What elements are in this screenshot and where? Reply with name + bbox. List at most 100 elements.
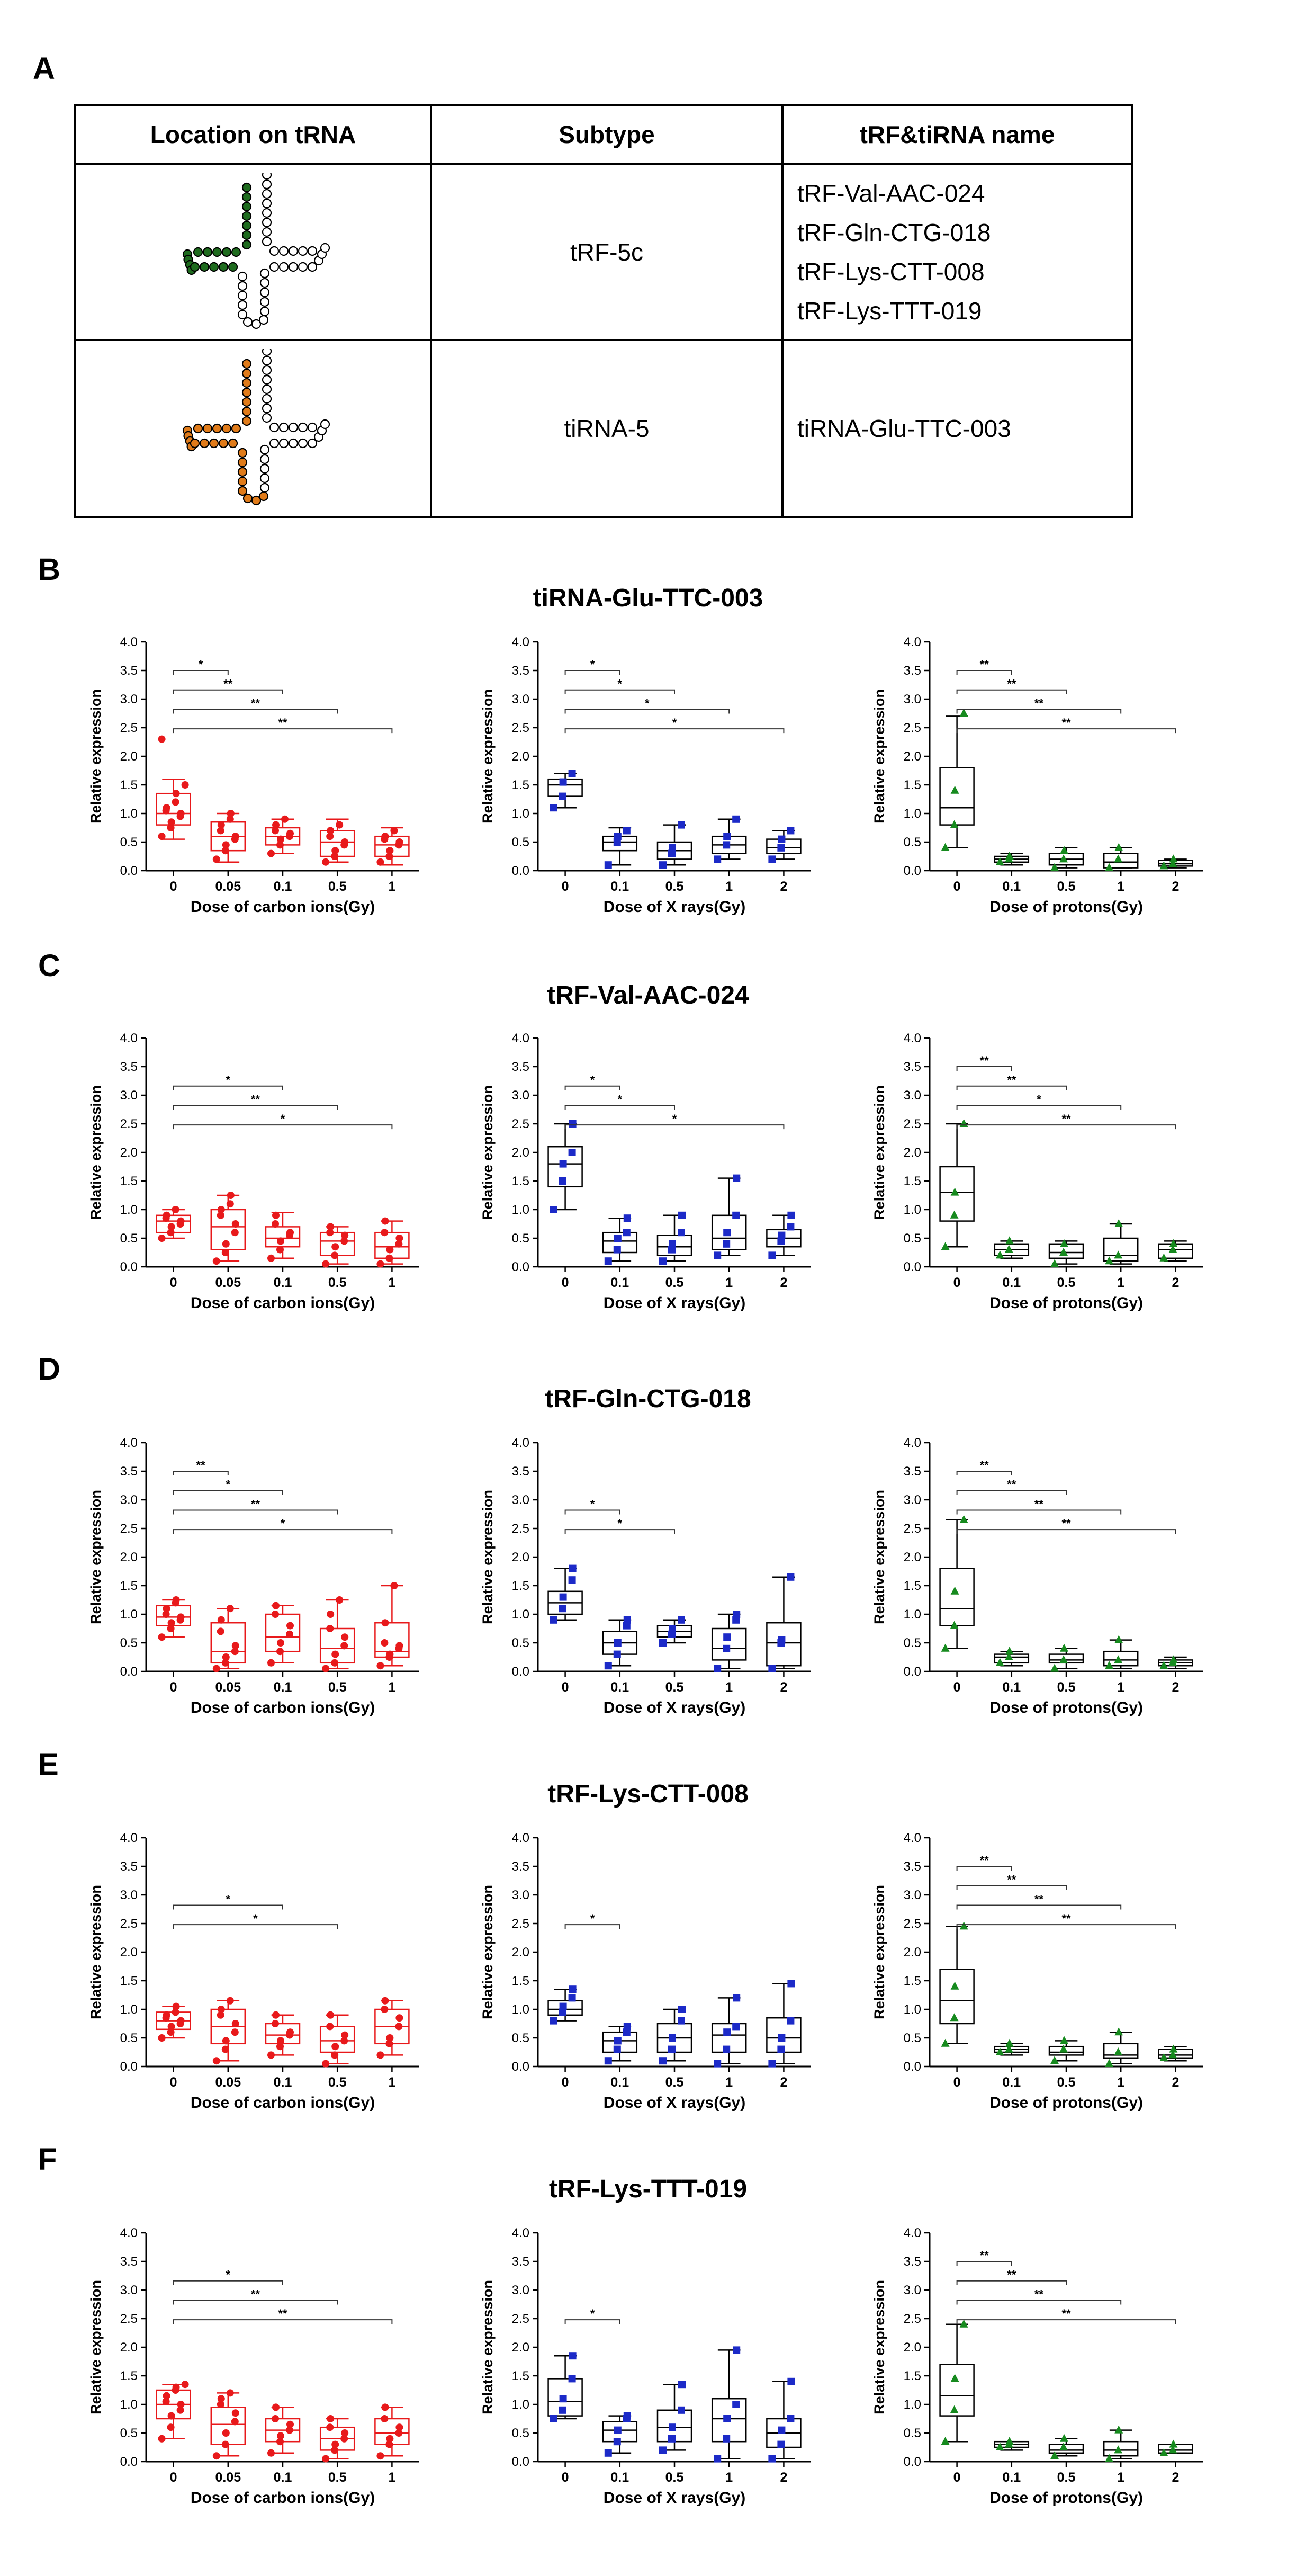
nucleotide-dot [218, 262, 229, 272]
data-point [322, 2455, 330, 2463]
significance-label: ** [1034, 2287, 1044, 2301]
data-point [623, 2028, 631, 2036]
significance-label: * [618, 1517, 623, 1530]
x-axis-label: Dose of X rays(Gy) [604, 1294, 745, 1312]
significance-bracket [956, 2261, 1012, 2266]
significance-bracket [564, 1124, 785, 1130]
data-point [267, 849, 275, 857]
x-tick-label: 0 [953, 1275, 961, 1290]
iqr-box [210, 1209, 246, 1250]
y-tick-label: 1.0 [904, 1607, 921, 1622]
significance-label: ** [1007, 677, 1016, 691]
significance-label: ** [1034, 1892, 1044, 1906]
data-point [959, 2319, 968, 2328]
data-point [381, 833, 389, 840]
y-tick-label: 1.5 [904, 2369, 921, 2383]
y-tick-label: 3.0 [512, 1088, 529, 1103]
data-point [1105, 2454, 1114, 2462]
data-point [787, 1211, 795, 1219]
data-point [995, 857, 1004, 865]
nucleotide-dot [199, 262, 210, 272]
subtype-table: Location on tRNA Subtype tRF&tiRNA name … [74, 104, 1133, 518]
data-point [326, 833, 334, 840]
data-point [950, 1210, 959, 1219]
data-point [217, 827, 224, 835]
y-tick-label: 4.0 [120, 1436, 138, 1450]
significance-bracket [564, 1105, 675, 1110]
y-tick-label: 4.0 [120, 635, 138, 649]
significance-bracket [173, 728, 393, 734]
x-tick-label: 0 [953, 2075, 961, 2090]
y-tick-label: 3.0 [512, 692, 529, 706]
data-point [668, 2045, 676, 2053]
data-point [381, 1229, 389, 1237]
data-point [322, 858, 330, 866]
y-tick-label: 3.5 [512, 1464, 529, 1479]
data-point [623, 1214, 631, 1222]
y-tick-label: 2.0 [904, 1146, 921, 1160]
y-tick-label: 0.5 [512, 2426, 529, 2440]
data-point [217, 2006, 225, 2013]
data-point [162, 1611, 170, 1618]
data-point [613, 1650, 621, 1658]
data-point [1059, 854, 1068, 863]
y-tick-label: 3.0 [120, 2283, 138, 2297]
data-point [267, 2051, 275, 2059]
significance-bracket [956, 1885, 1067, 1890]
x-axis-label: Dose of protons(Gy) [989, 2094, 1143, 2112]
data-point [221, 2440, 229, 2448]
x-axis-label: Dose of carbon ions(Gy) [191, 1294, 375, 1312]
significance-label: ** [1034, 696, 1044, 710]
y-tick-label: 3.0 [120, 1493, 138, 1507]
x-tick-label: 0.1 [1002, 2470, 1021, 2485]
x-axis-label: Dose of X rays(Gy) [604, 2094, 745, 2112]
data-point [227, 810, 235, 817]
nucleotide-dot [262, 393, 272, 404]
data-point [569, 1120, 577, 1128]
y-axis-label: Relative expression [480, 2280, 496, 2414]
nucleotide-dot [262, 198, 272, 209]
y-tick-label: 2.0 [512, 749, 529, 764]
data-point [331, 1650, 339, 1658]
header-location: Location on tRNA [74, 104, 432, 165]
significance-bracket [956, 1509, 1122, 1515]
significance-bracket [956, 2319, 1176, 2324]
data-point [231, 2020, 239, 2027]
data-point [614, 2037, 622, 2045]
significance-bracket [956, 1085, 1067, 1090]
y-tick-label: 3.5 [120, 1060, 138, 1074]
x-tick-label: 1 [725, 2470, 733, 2485]
chart-title-f: tRF-Lys-TTT-019 [548, 2175, 748, 2203]
trf-name: tRF-Val-AAC-024 [797, 180, 985, 207]
data-point [212, 1257, 220, 1265]
nucleotide-dot [242, 493, 253, 504]
y-tick-label: 2.0 [512, 1146, 529, 1160]
data-point [714, 1251, 722, 1259]
y-tick-label: 3.5 [904, 664, 921, 678]
boxplot-proton-c: 0.0 0.5 1.0 1.5 2.0 2.5 3.0 3.5 4.0 Relative expr… [871, 1031, 1203, 1312]
data-point [941, 1643, 950, 1652]
nucleotide-dot [298, 438, 308, 449]
data-point [1159, 1661, 1168, 1669]
x-tick-label: 0 [170, 2470, 177, 2485]
data-point [1059, 1248, 1068, 1256]
significance-bracket [956, 728, 1176, 734]
data-point [221, 1249, 229, 1256]
data-point [777, 2440, 785, 2448]
significance-bracket [564, 1924, 620, 1929]
data-point [281, 815, 289, 823]
nucleotide-dot [298, 422, 308, 433]
y-tick-label: 1.0 [904, 1203, 921, 1217]
data-point [385, 2440, 393, 2448]
nucleotide-dot [262, 413, 272, 423]
data-point [267, 2449, 275, 2457]
box-element [766, 1576, 802, 1669]
y-axis-label: Relative expression [480, 1085, 496, 1220]
significance-bracket [564, 670, 620, 675]
x-tick-label: 2 [780, 1680, 787, 1695]
x-tick-label: 0.1 [610, 1680, 629, 1695]
data-point [226, 1200, 234, 1208]
nucleotide-dot [241, 220, 252, 231]
data-point [778, 835, 786, 843]
data-point [1114, 2027, 1123, 2036]
